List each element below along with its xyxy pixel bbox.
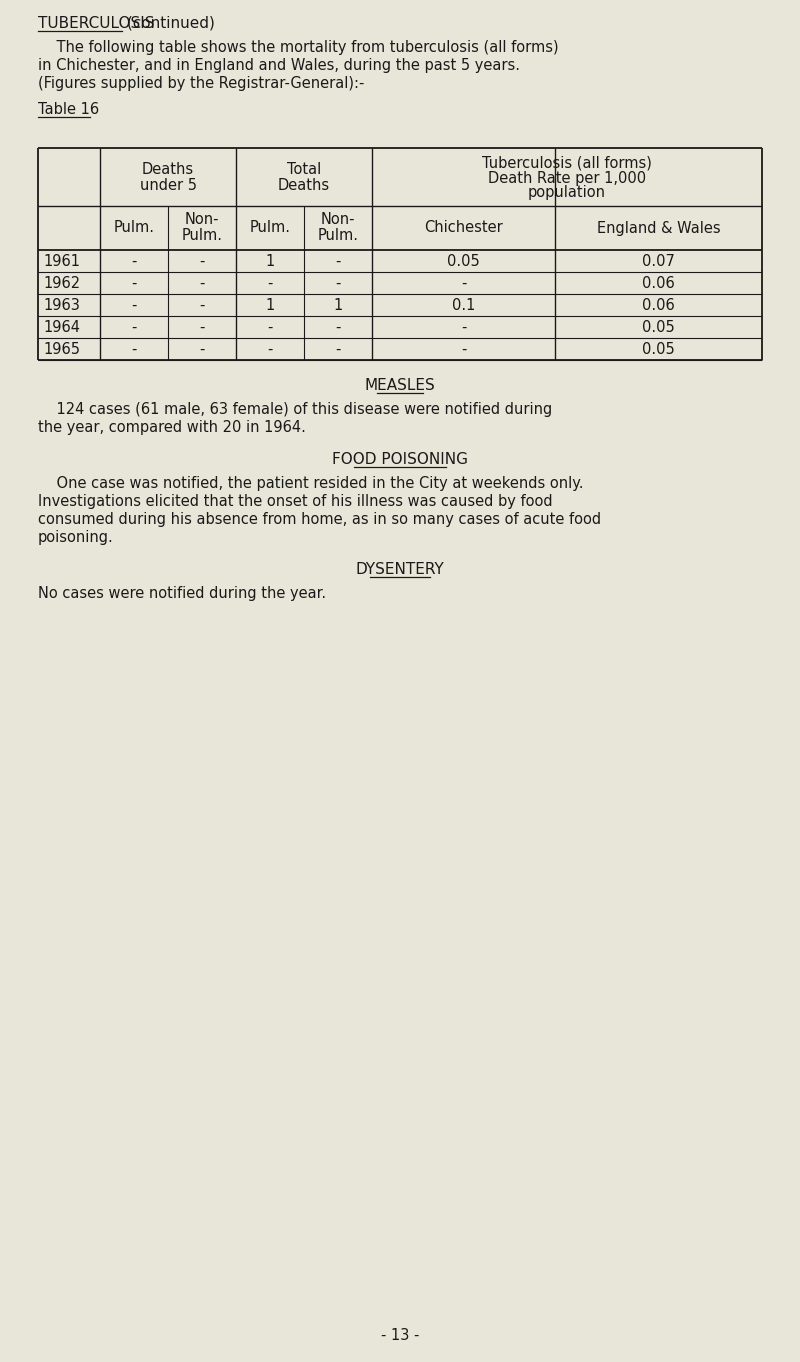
Text: -: -: [267, 275, 273, 290]
Text: Investigations elicited that the onset of his illness was caused by food: Investigations elicited that the onset o…: [38, 494, 553, 509]
Text: -: -: [199, 320, 205, 335]
Text: Non-: Non-: [185, 212, 219, 227]
Text: population: population: [528, 185, 606, 200]
Text: -: -: [131, 320, 137, 335]
Text: Total: Total: [287, 162, 321, 177]
Text: Deaths: Deaths: [278, 177, 330, 192]
Text: 124 cases (61 male, 63 female) of this disease were notified during: 124 cases (61 male, 63 female) of this d…: [38, 402, 552, 417]
Text: -: -: [199, 275, 205, 290]
Text: in Chichester, and in England and Wales, during the past 5 years.: in Chichester, and in England and Wales,…: [38, 59, 520, 74]
Text: consumed during his absence from home, as in so many cases of acute food: consumed during his absence from home, a…: [38, 512, 601, 527]
Text: 1964: 1964: [43, 320, 80, 335]
Text: Deaths: Deaths: [142, 162, 194, 177]
Text: -: -: [461, 342, 466, 357]
Text: 1: 1: [266, 253, 274, 268]
Text: -: -: [461, 275, 466, 290]
Text: -: -: [267, 342, 273, 357]
Text: -: -: [335, 342, 341, 357]
Text: 1965: 1965: [43, 342, 80, 357]
Text: 1961: 1961: [43, 253, 80, 268]
Text: -: -: [335, 320, 341, 335]
Text: 0.05: 0.05: [447, 253, 480, 268]
Text: -: -: [131, 297, 137, 312]
Text: Chichester: Chichester: [424, 221, 503, 236]
Text: Table 16: Table 16: [38, 102, 99, 117]
Text: -: -: [131, 275, 137, 290]
Text: Pulm.: Pulm.: [250, 221, 290, 236]
Text: Pulm.: Pulm.: [318, 229, 358, 244]
Text: Death Rate per 1,000: Death Rate per 1,000: [488, 170, 646, 185]
Text: 0.05: 0.05: [642, 342, 675, 357]
Text: 0.07: 0.07: [642, 253, 675, 268]
Text: -: -: [131, 342, 137, 357]
Text: 0.05: 0.05: [642, 320, 675, 335]
Text: (Figures supplied by the Registrar-General):-: (Figures supplied by the Registrar-Gener…: [38, 76, 364, 91]
Text: The following table shows the mortality from tuberculosis (all forms): The following table shows the mortality …: [38, 39, 558, 54]
Text: 0.06: 0.06: [642, 275, 675, 290]
Text: 0.06: 0.06: [642, 297, 675, 312]
Text: - 13 -: - 13 -: [381, 1328, 419, 1343]
Text: One case was notified, the patient resided in the City at weekends only.: One case was notified, the patient resid…: [38, 475, 583, 490]
Text: Pulm.: Pulm.: [182, 229, 222, 244]
Text: poisoning.: poisoning.: [38, 530, 114, 545]
Text: -: -: [335, 253, 341, 268]
Text: Pulm.: Pulm.: [114, 221, 154, 236]
Text: -: -: [199, 297, 205, 312]
Text: 1: 1: [266, 297, 274, 312]
Text: the year, compared with 20 in 1964.: the year, compared with 20 in 1964.: [38, 419, 306, 434]
Text: under 5: under 5: [139, 177, 197, 192]
Text: Tuberculosis (all forms): Tuberculosis (all forms): [482, 155, 652, 170]
Text: -: -: [461, 320, 466, 335]
Text: England & Wales: England & Wales: [597, 221, 720, 236]
Text: (continued): (continued): [122, 16, 215, 31]
Text: 1: 1: [334, 297, 342, 312]
Text: 1962: 1962: [43, 275, 80, 290]
Text: -: -: [199, 253, 205, 268]
Text: DYSENTERY: DYSENTERY: [356, 563, 444, 577]
Text: TUBERCULOSIS: TUBERCULOSIS: [38, 16, 154, 31]
Text: 0.1: 0.1: [452, 297, 475, 312]
Text: -: -: [131, 253, 137, 268]
Text: -: -: [267, 320, 273, 335]
Text: -: -: [199, 342, 205, 357]
Text: MEASLES: MEASLES: [365, 379, 435, 394]
Text: Non-: Non-: [321, 212, 355, 227]
Text: 1963: 1963: [43, 297, 80, 312]
Text: FOOD POISONING: FOOD POISONING: [332, 452, 468, 467]
Text: -: -: [335, 275, 341, 290]
Text: No cases were notified during the year.: No cases were notified during the year.: [38, 586, 326, 601]
